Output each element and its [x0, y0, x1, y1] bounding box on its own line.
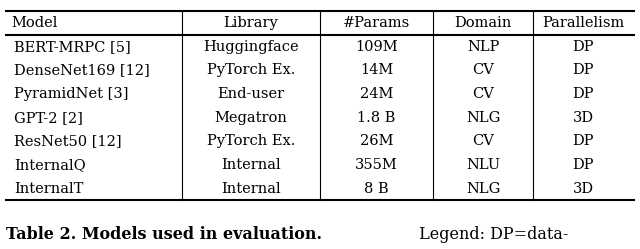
Text: PyTorch Ex.: PyTorch Ex.	[207, 134, 295, 148]
Text: Internal: Internal	[221, 182, 281, 196]
Text: Huggingface: Huggingface	[203, 40, 299, 54]
Text: BERT-MRPC [5]: BERT-MRPC [5]	[14, 40, 131, 54]
Text: Library: Library	[223, 16, 278, 30]
Text: CV: CV	[472, 63, 494, 77]
Text: 3D: 3D	[573, 111, 594, 125]
Text: DP: DP	[573, 158, 594, 172]
Text: Model: Model	[12, 16, 58, 30]
Text: NLG: NLG	[466, 111, 500, 125]
Text: 3D: 3D	[573, 182, 594, 196]
Text: PyTorch Ex.: PyTorch Ex.	[207, 63, 295, 77]
Text: Table 2. Models used in evaluation.: Table 2. Models used in evaluation.	[6, 226, 323, 243]
Text: DP: DP	[573, 40, 594, 54]
Text: ResNet50 [12]: ResNet50 [12]	[14, 134, 122, 148]
Text: NLU: NLU	[466, 158, 500, 172]
Text: CV: CV	[472, 87, 494, 101]
Text: DP: DP	[573, 134, 594, 148]
Text: End-user: End-user	[218, 87, 285, 101]
Text: 1.8 B: 1.8 B	[357, 111, 396, 125]
Text: Domain: Domain	[454, 16, 512, 30]
Text: NLG: NLG	[466, 182, 500, 196]
Text: 109M: 109M	[355, 40, 398, 54]
Text: 26M: 26M	[360, 134, 393, 148]
Text: DP: DP	[573, 87, 594, 101]
Text: PyramidNet [3]: PyramidNet [3]	[14, 87, 129, 101]
Text: Parallelism: Parallelism	[542, 16, 625, 30]
Text: GPT-2 [2]: GPT-2 [2]	[14, 111, 83, 125]
Text: Internal: Internal	[221, 158, 281, 172]
Text: 8 B: 8 B	[364, 182, 388, 196]
Text: 14M: 14M	[360, 63, 393, 77]
Text: InternalQ: InternalQ	[14, 158, 86, 172]
Text: #Params: #Params	[343, 16, 410, 30]
Text: 24M: 24M	[360, 87, 393, 101]
Text: Megatron: Megatron	[214, 111, 287, 125]
Text: CV: CV	[472, 134, 494, 148]
Text: NLP: NLP	[467, 40, 499, 54]
Text: DP: DP	[573, 63, 594, 77]
Text: Legend: DP=data-: Legend: DP=data-	[414, 226, 568, 243]
Text: InternalT: InternalT	[14, 182, 83, 196]
Text: 355M: 355M	[355, 158, 398, 172]
Text: DenseNet169 [12]: DenseNet169 [12]	[14, 63, 150, 77]
